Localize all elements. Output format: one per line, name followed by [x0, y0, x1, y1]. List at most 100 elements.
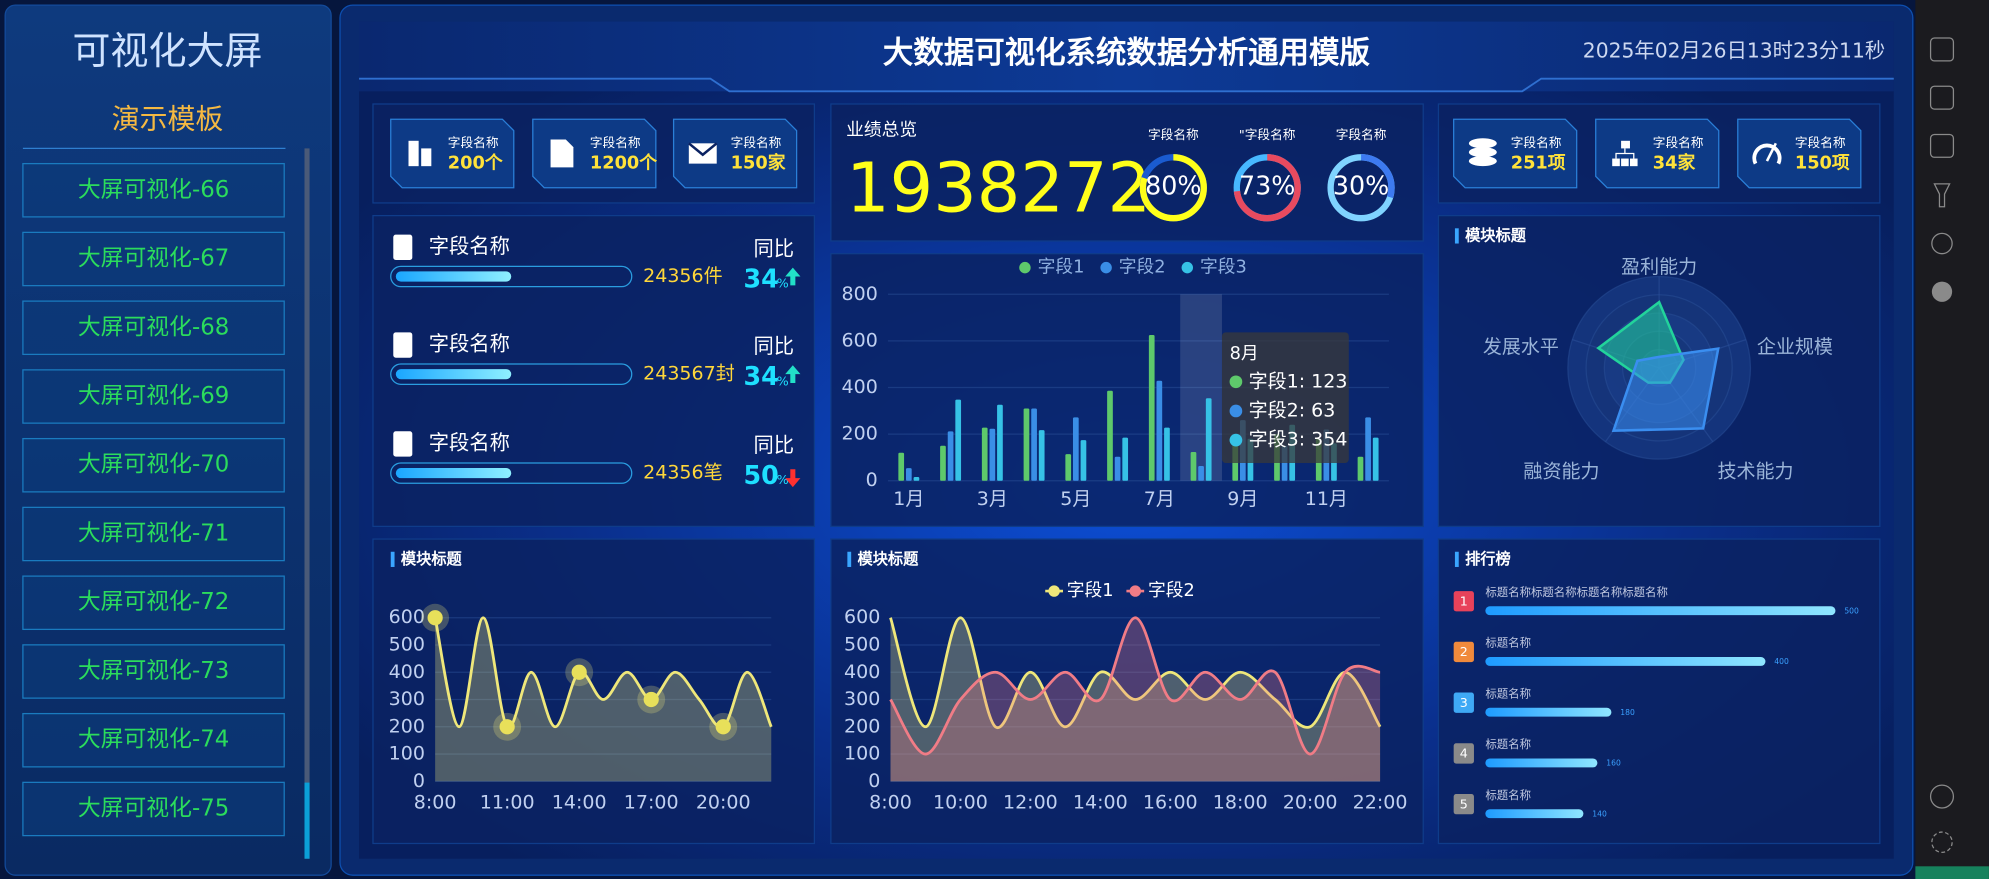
y-tick-label: 600	[844, 606, 880, 628]
list-icon	[393, 332, 413, 358]
panel	[830, 103, 1424, 242]
gauge-label: 字段名称	[1336, 127, 1387, 142]
list-icon	[393, 234, 413, 261]
menu-item[interactable]	[22, 644, 285, 699]
bar	[905, 468, 912, 481]
bar	[913, 476, 920, 481]
menu-item-label[interactable]: 大屏可视化-72	[78, 589, 229, 615]
tool-icon[interactable]	[1931, 232, 1953, 255]
line	[433, 616, 773, 729]
bar	[1031, 408, 1037, 481]
icon	[1468, 147, 1497, 158]
x-tick-label: 11:00	[480, 791, 535, 813]
radar-indicator: 技术能力	[1718, 460, 1794, 482]
list-amount: 24356件	[643, 265, 723, 287]
rank-number: 1	[1460, 593, 1468, 608]
side-toolbar	[1915, 0, 1989, 879]
panel-title: 排行榜	[1465, 550, 1511, 568]
stat-value: 34家	[1653, 152, 1696, 174]
bar	[940, 445, 946, 481]
menu-item[interactable]	[22, 712, 285, 768]
title-marker	[390, 551, 395, 567]
legend-label: 字段1	[1038, 257, 1085, 278]
stat-box	[1595, 118, 1720, 189]
icon	[1629, 158, 1638, 167]
header-line	[359, 77, 1894, 93]
rank-badge	[1453, 794, 1474, 815]
rank-value: 500	[1844, 606, 1859, 615]
menu-item-label[interactable]: 大屏可视化-74	[78, 727, 229, 753]
menu-item-label[interactable]: 大屏可视化-69	[78, 383, 229, 409]
progress-track	[390, 462, 633, 484]
y-tick-label: 0	[413, 770, 425, 792]
bar	[1122, 437, 1129, 481]
stat-box	[532, 118, 657, 189]
title-marker	[847, 551, 852, 567]
yoy-value: 34	[743, 361, 778, 391]
menu-item-label[interactable]: 大屏可视化-67	[78, 246, 229, 272]
menu-item-label[interactable]: 大屏可视化-71	[78, 520, 229, 546]
y-tick-label: 400	[389, 661, 425, 683]
bar	[1065, 454, 1072, 481]
gauge-value: 73%	[1239, 171, 1295, 201]
progress-fill	[395, 369, 512, 380]
account-icon[interactable]	[1929, 784, 1955, 809]
rank-badge	[1453, 641, 1474, 663]
icon	[1612, 158, 1620, 167]
yoy-value: 34	[743, 263, 778, 293]
rank-bar	[1485, 758, 1598, 768]
tool-icon[interactable]	[1933, 183, 1951, 208]
bar	[1148, 335, 1155, 481]
bar	[1038, 430, 1045, 481]
menu-item-label[interactable]: 大屏可视化-68	[78, 314, 229, 340]
menu-item[interactable]	[22, 162, 285, 218]
menu-item-label[interactable]: 大屏可视化-73	[78, 658, 229, 684]
sidebar-title: 可视化大屏	[72, 29, 262, 73]
rank-badge	[1453, 692, 1474, 713]
y-tick-label: 100	[389, 743, 425, 765]
menu-item[interactable]	[22, 231, 285, 287]
legend-marker	[1100, 261, 1112, 274]
tool-icon[interactable]	[1931, 281, 1953, 302]
scroll-thumb[interactable]	[304, 782, 310, 859]
tool-icon[interactable]	[1929, 85, 1955, 110]
status-bar	[1915, 866, 1989, 879]
bar	[1156, 380, 1163, 481]
rank-bar	[1485, 606, 1836, 616]
gauge-value: 30%	[1333, 171, 1389, 201]
overview-total: 1938272	[846, 148, 1151, 228]
menu-item-label[interactable]: 大屏可视化-70	[78, 452, 229, 478]
icon	[1468, 138, 1497, 149]
bar	[1080, 440, 1087, 481]
tooltip-row: 字段3: 354	[1249, 429, 1348, 451]
tool-icon[interactable]	[1929, 37, 1955, 62]
y-tick-label: 0	[868, 770, 880, 792]
bar	[1114, 456, 1121, 481]
icon	[1621, 158, 1629, 167]
bar	[1190, 452, 1197, 481]
menu-item[interactable]	[22, 781, 285, 837]
panel-title: 模块标题	[1465, 226, 1527, 244]
gauge-value: 80%	[1145, 171, 1201, 201]
x-tick-label: 16:00	[1143, 791, 1198, 813]
menu-item[interactable]	[22, 300, 285, 356]
menu-item[interactable]	[22, 506, 285, 562]
stat-label: 字段名称	[590, 135, 641, 150]
settings-icon[interactable]	[1931, 831, 1953, 853]
menu-item[interactable]	[22, 369, 285, 424]
menu-item[interactable]	[22, 575, 285, 631]
list-label: 字段名称	[429, 234, 510, 258]
title-marker	[1454, 228, 1459, 244]
y-tick-label: 500	[389, 633, 425, 655]
bar	[1357, 456, 1364, 481]
yoy-unit: %	[777, 276, 789, 291]
menu-item-label[interactable]: 大屏可视化-75	[78, 795, 229, 821]
menu-item-label[interactable]: 大屏可视化-66	[78, 177, 229, 203]
legend-label: 字段1	[1067, 580, 1114, 601]
icon	[550, 139, 574, 168]
menu-item[interactable]	[22, 437, 285, 493]
tool-icon[interactable]	[1929, 133, 1955, 158]
stat-label: 字段名称	[1795, 135, 1846, 150]
stat-value: 150家	[731, 152, 786, 174]
